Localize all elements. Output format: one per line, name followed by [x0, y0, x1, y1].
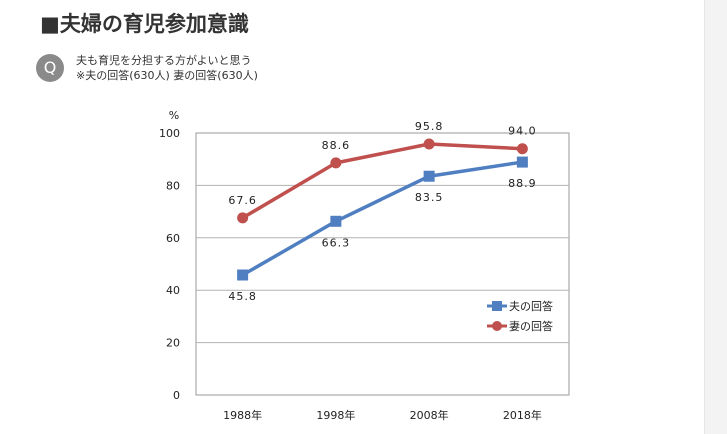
- data-point: [330, 215, 342, 227]
- line-chart: 0 20 40 60 80 100 % 1988年 1998年 2008年 2018年 45.8…: [159, 109, 570, 422]
- data-label: 45.8: [228, 290, 257, 303]
- data-point: [330, 157, 342, 169]
- data-label: 94.0: [508, 125, 537, 138]
- legend-item: 妻の回答: [487, 319, 553, 333]
- legend-item: 夫の回答: [487, 299, 553, 313]
- data-point: [516, 156, 528, 168]
- x-axis-ticks: 1988年 1998年 2008年 2018年: [223, 408, 542, 422]
- y-axis-ticks: 0 20 40 60 80 100: [159, 127, 180, 402]
- content-panel: [0, 0, 705, 434]
- question-badge: Q: [36, 54, 64, 82]
- data-point: [423, 170, 435, 182]
- data-label: 88.6: [322, 139, 351, 152]
- page-title: ■夫婦の育児参加意識: [40, 12, 249, 36]
- series-wife: 67.6 88.6 95.8 94.0: [228, 120, 537, 224]
- plot-border: [195, 132, 570, 396]
- question-text: 夫も育児を分担する方がよいと思う ※夫の回答(630人) 妻の回答(630人): [76, 53, 258, 83]
- x-tick-label: 2018年: [503, 408, 542, 422]
- data-label: 66.3: [322, 236, 351, 249]
- legend-marker: [492, 301, 502, 311]
- y-tick-label: 0: [173, 389, 180, 402]
- data-label: 67.6: [228, 194, 257, 207]
- x-tick-label: 1988年: [223, 408, 262, 422]
- data-label: 88.9: [508, 177, 537, 190]
- series-line: [241, 142, 523, 220]
- data-point: [516, 143, 528, 155]
- chart-grid: [195, 132, 570, 396]
- y-axis-unit: %: [169, 109, 179, 122]
- x-tick-label: 2008年: [410, 408, 449, 422]
- y-tick-label: 80: [166, 179, 180, 192]
- scrollbar-track[interactable]: [704, 0, 727, 434]
- chart-series: 45.8 66.3 83.5 88.9 67.6 88.6 95.8 94.0: [228, 120, 537, 303]
- data-point: [237, 212, 249, 224]
- y-tick-label: 100: [159, 127, 180, 140]
- data-point: [237, 269, 249, 281]
- y-tick-label: 40: [166, 284, 180, 297]
- legend-label: 夫の回答: [509, 299, 553, 313]
- question-line: 夫も育児を分担する方がよいと思う: [76, 54, 252, 67]
- x-tick-label: 1998年: [316, 408, 355, 422]
- data-label: 83.5: [415, 191, 444, 204]
- series-husband: 45.8 66.3 83.5 88.9: [228, 156, 537, 303]
- y-tick-label: 20: [166, 337, 180, 350]
- legend-label: 妻の回答: [509, 319, 553, 333]
- y-tick-label: 60: [166, 232, 180, 245]
- legend-marker: [492, 321, 502, 331]
- question-note: ※夫の回答(630人) 妻の回答(630人): [76, 69, 258, 82]
- data-label: 95.8: [415, 120, 444, 133]
- data-point: [423, 138, 435, 150]
- series-line: [241, 160, 523, 277]
